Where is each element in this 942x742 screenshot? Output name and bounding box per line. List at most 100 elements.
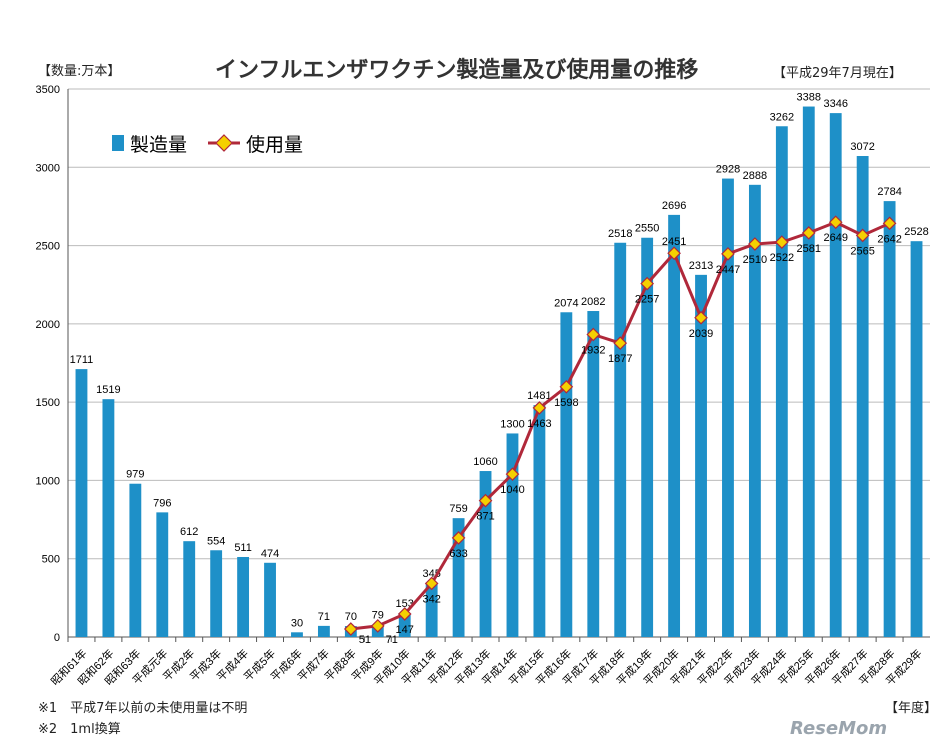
line-data-label: 2447 — [716, 264, 740, 276]
bar-data-label: 3388 — [797, 92, 821, 104]
bar — [560, 312, 573, 637]
legend-label-production: 製造量 — [130, 134, 187, 156]
bar-data-label: 2928 — [716, 164, 740, 176]
usage-marker — [343, 622, 358, 636]
bar-data-label: 796 — [153, 497, 171, 509]
bar-data-label: 2784 — [877, 186, 901, 198]
bar — [668, 214, 681, 637]
bar — [291, 632, 303, 637]
bar — [856, 156, 869, 637]
bar — [722, 178, 734, 638]
usage-marker — [828, 215, 843, 230]
bar-data-label: 71 — [318, 611, 330, 623]
usage-marker — [694, 310, 708, 325]
bar-data-label: 2313 — [689, 260, 713, 272]
usage-marker — [559, 379, 574, 394]
chart-title: インフルエンザワクチン製造量及び使用量の推移 — [215, 58, 699, 83]
line-data-label: 2257 — [635, 294, 659, 306]
bar-data-label: 2550 — [635, 223, 659, 235]
usage-marker — [801, 226, 816, 240]
usage-marker — [424, 576, 439, 591]
bar — [129, 483, 142, 637]
line-data-label: 51 — [359, 634, 371, 646]
y-tick-label: 2500 — [36, 241, 60, 253]
bar — [452, 518, 465, 637]
bar-data-label: 511 — [234, 542, 252, 554]
bar — [641, 237, 654, 637]
bar-data-label: 1300 — [500, 418, 524, 430]
line-data-label: 2565 — [850, 245, 874, 257]
bar-data-label: 3346 — [823, 98, 847, 110]
bar-data-label: 759 — [449, 503, 467, 515]
x-axis-label: 【年度】 — [885, 701, 938, 716]
bar — [210, 550, 223, 637]
y-tick-label: 1500 — [36, 397, 60, 409]
bar — [587, 311, 600, 637]
bar-data-label: 2518 — [608, 228, 632, 240]
bar — [398, 613, 411, 637]
line-data-label: 71 — [386, 634, 398, 646]
bar-data-label: 30 — [291, 617, 303, 629]
usage-marker — [882, 216, 897, 231]
unit-label: 【数量:万本】 — [38, 64, 121, 79]
usage-marker — [613, 336, 628, 350]
line-data-label: 1598 — [554, 397, 578, 409]
as-of-label: 【平成29年7月現在】 — [773, 66, 902, 81]
legend-marker-swatch — [215, 134, 233, 152]
y-tick-label: 1000 — [36, 475, 60, 487]
line-data-label: 147 — [396, 624, 414, 636]
bar — [829, 113, 842, 637]
bar — [883, 201, 896, 637]
usage-marker — [721, 247, 735, 261]
bar-data-label: 1481 — [527, 390, 551, 402]
usage-marker — [370, 619, 385, 633]
bar — [802, 106, 815, 637]
usage-marker — [774, 235, 789, 249]
y-tick-label: 500 — [42, 554, 60, 566]
bar — [910, 241, 923, 637]
y-tick-label: 2000 — [36, 319, 60, 331]
bar-data-label: 2082 — [581, 296, 605, 308]
bar — [156, 512, 169, 637]
bar-data-label: 3072 — [850, 141, 874, 153]
line-data-label: 342 — [422, 593, 440, 605]
bar — [748, 184, 761, 637]
bar-data-label: 2074 — [554, 297, 578, 309]
line-data-label: 2510 — [743, 254, 767, 266]
bar — [317, 625, 330, 637]
usage-marker — [748, 237, 762, 251]
y-tick-label: 3000 — [36, 162, 60, 174]
line-data-label: 1877 — [608, 353, 632, 365]
bar — [775, 126, 788, 637]
line-data-label: 871 — [476, 511, 494, 523]
usage-marker — [667, 246, 681, 261]
bar — [533, 405, 546, 637]
footnote-2: ※2 1ml換算 — [38, 722, 121, 737]
line-data-label: 1463 — [527, 418, 551, 430]
line-data-label: 2451 — [662, 236, 686, 248]
bar — [425, 582, 438, 637]
line-data-label: 2649 — [823, 232, 847, 244]
line-data-label: 1040 — [500, 484, 524, 496]
legend-label-usage: 使用量 — [246, 134, 303, 156]
bar — [695, 274, 707, 637]
bar-data-label: 554 — [207, 535, 225, 547]
legend-bar-swatch — [112, 135, 124, 151]
bar-data-label: 3262 — [770, 111, 794, 123]
line-data-label: 2581 — [797, 243, 821, 255]
usage-marker — [532, 401, 547, 415]
bar-data-label: 979 — [126, 469, 144, 481]
line-data-label: 2039 — [689, 328, 713, 340]
y-tick-label: 3500 — [36, 84, 60, 96]
bar — [237, 556, 250, 637]
watermark-logo: ReseMom — [790, 718, 888, 739]
bar-data-label: 474 — [261, 548, 279, 560]
usage-marker — [586, 327, 601, 342]
line-data-label: 1932 — [581, 345, 605, 357]
bar — [614, 242, 627, 637]
bar-data-label: 2528 — [904, 226, 928, 238]
usage-marker — [505, 467, 520, 482]
usage-marker — [397, 607, 412, 621]
bar-data-label: 70 — [345, 611, 357, 623]
